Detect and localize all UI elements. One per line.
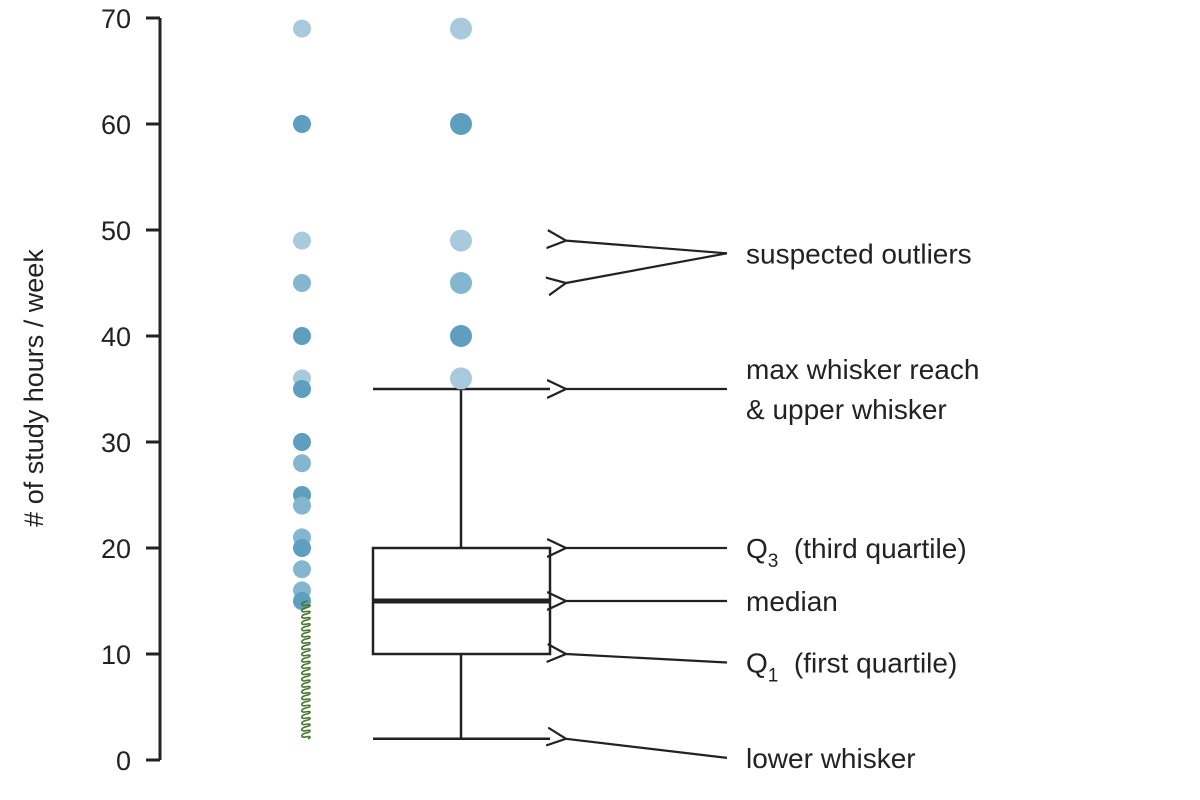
data-point (293, 380, 311, 398)
y-tick-label: 40 (101, 322, 131, 352)
outlier-point (450, 272, 472, 294)
data-point (293, 327, 311, 345)
data-point (293, 539, 311, 557)
outlier-point (450, 113, 472, 135)
y-tick-label: 30 (101, 428, 131, 458)
outlier-point (450, 17, 472, 40)
data-point (293, 496, 311, 515)
y-tick-label: 20 (101, 534, 131, 564)
data-point (293, 115, 311, 133)
annotation-max-whisker: max whisker reach (746, 354, 979, 385)
annotation-rest: (first quartile) (778, 647, 957, 678)
low-values-squiggle (300, 600, 311, 740)
annotation-q1: Q1 (first quartile) (746, 647, 957, 686)
data-point (293, 19, 311, 38)
annotation-lower-whisker: lower whisker (746, 743, 916, 774)
data-point (293, 231, 311, 250)
outlier-point (450, 367, 472, 390)
data-point (293, 274, 311, 292)
annotation-max-whisker: & upper whisker (746, 394, 947, 425)
annotations: suspected outliers max whisker reach & upp… (566, 238, 979, 774)
annotation-main: Q (746, 647, 768, 678)
annotation-rest: (third quartile) (778, 533, 966, 564)
y-tick-label: 70 (101, 4, 131, 34)
annotation-arrow (566, 739, 728, 759)
y-tick-label: 10 (101, 640, 131, 670)
annotation-arrow (566, 241, 728, 255)
annotation-subscript: 3 (768, 551, 779, 572)
annotation-main: Q (746, 533, 768, 564)
y-axis: 0 10 20 30 40 50 60 70 (101, 4, 162, 776)
y-tick-label: 50 (101, 216, 131, 246)
annotation-arrow (566, 654, 728, 664)
y-tick-label: 0 (116, 746, 131, 776)
annotation-subscript: 1 (768, 665, 779, 686)
outlier-point (450, 325, 472, 347)
dot-strip (293, 19, 311, 610)
annotation-outliers: suspected outliers (746, 238, 972, 269)
y-tick-label: 60 (101, 110, 131, 140)
outlier-point (450, 229, 472, 252)
data-point (293, 560, 311, 579)
data-point (293, 433, 311, 451)
y-axis-title: # of study hours / week (19, 249, 49, 527)
annotation-arrow (566, 252, 728, 283)
data-point (293, 454, 311, 473)
annotation-median: median (746, 586, 838, 617)
box-plot (371, 387, 552, 741)
low-values-squiggle-path (300, 600, 311, 740)
outlier-points (450, 17, 472, 390)
annotation-q3: Q3 (third quartile) (746, 533, 967, 572)
